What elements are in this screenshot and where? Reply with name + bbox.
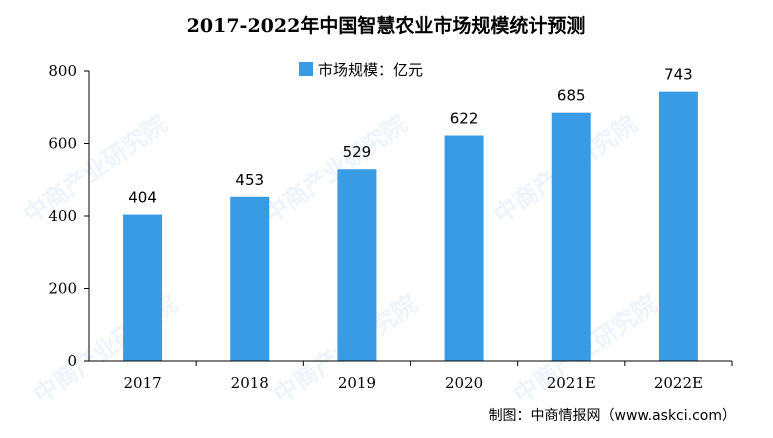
bar bbox=[123, 214, 163, 361]
y-axis-ticks: 0 200 400 600 800 bbox=[48, 62, 89, 370]
source-note: 制图：中商情报网（www.askci.com） bbox=[489, 408, 736, 424]
data-label: 743 bbox=[664, 66, 693, 84]
x-category-label: 2017 bbox=[123, 374, 161, 392]
bar bbox=[230, 196, 270, 361]
bar bbox=[444, 135, 484, 361]
x-axis-categories: 2017 2018 2019 2020 2021E 2022E bbox=[123, 361, 733, 392]
data-labels: 404 453 529 622 685 743 bbox=[128, 66, 692, 207]
y-tick-label: 400 bbox=[48, 207, 77, 225]
x-category-label: 2019 bbox=[338, 374, 376, 392]
data-label: 404 bbox=[128, 189, 157, 207]
y-tick-label: 0 bbox=[67, 352, 77, 370]
data-label: 685 bbox=[557, 87, 586, 105]
x-category-label: 2020 bbox=[445, 374, 483, 392]
bar bbox=[551, 112, 591, 361]
data-label: 529 bbox=[343, 143, 372, 161]
data-label: 622 bbox=[450, 110, 479, 128]
data-label: 453 bbox=[235, 171, 264, 189]
legend-label: 市场规模：亿元 bbox=[318, 61, 423, 79]
y-tick-label: 600 bbox=[48, 135, 77, 153]
bar bbox=[658, 91, 698, 361]
x-category-label: 2021E bbox=[547, 374, 596, 392]
legend-swatch bbox=[299, 62, 313, 76]
chart-title: 2017-2022年中国智慧农业市场规模统计预测 bbox=[187, 14, 586, 37]
y-tick-label: 200 bbox=[48, 280, 77, 298]
x-category-label: 2018 bbox=[231, 374, 269, 392]
legend: 市场规模：亿元 bbox=[299, 61, 423, 79]
x-category-label: 2022E bbox=[654, 374, 703, 392]
bars bbox=[123, 91, 698, 361]
y-tick-label: 800 bbox=[48, 62, 77, 80]
bar bbox=[337, 169, 377, 361]
